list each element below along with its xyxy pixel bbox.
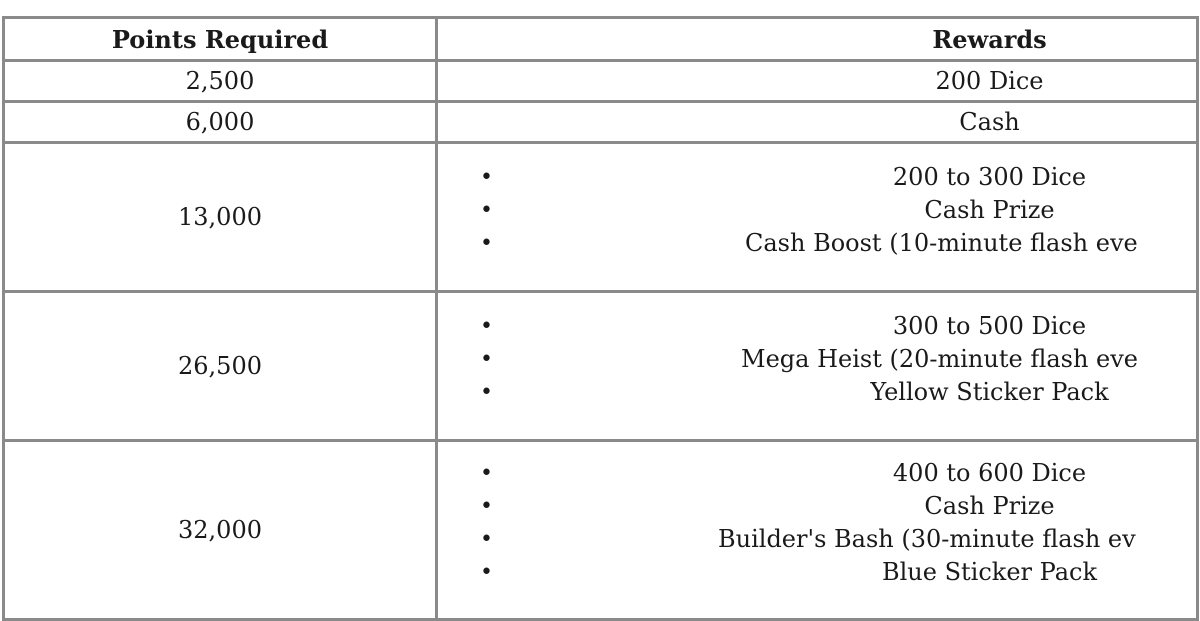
points-cell: 2,500 — [2, 59, 438, 103]
rewards-list: • 300 to 500 Dice • Mega Heist (20-minute … — [438, 310, 1196, 409]
table-row: 2,500 200 Dice — [2, 59, 1199, 103]
points-cell: 32,000 — [2, 439, 438, 621]
reward-text: Cash Prize — [924, 195, 1055, 224]
list-item: • Blue Sticker Pack — [438, 556, 1196, 589]
bullet-icon: • — [480, 230, 493, 256]
reward-text: 300 to 500 Dice — [892, 311, 1087, 340]
list-item: • Builder's Bash (30-minute flash ev — [438, 523, 1196, 556]
reward-text: 200 to 300 Dice — [892, 162, 1087, 191]
bullet-icon: • — [480, 313, 493, 339]
rewards-cell: • 400 to 600 Dice • Cash Prize • Builder's … — [435, 439, 1199, 621]
reward-text: Mega Heist (20-minute flash eve — [741, 344, 1138, 373]
list-item: • Cash Prize — [438, 194, 1196, 227]
header-rewards: Rewards — [435, 16, 1199, 62]
reward-text: Blue Sticker Pack — [881, 558, 1097, 586]
table-row: 32,000 • 400 to 600 Dice • Cash Prize • Bui… — [2, 439, 1199, 621]
bullet-icon: • — [480, 461, 493, 486]
header-row: Points Required Rewards — [2, 16, 1199, 62]
header-points-required: Points Required — [2, 16, 438, 62]
list-item: • Cash Boost (10-minute flash eve — [438, 227, 1196, 260]
bullet-icon: • — [480, 527, 493, 552]
bullet-icon: • — [480, 494, 493, 519]
rewards-table: Points Required Rewards 2,500 200 Dice 6… — [2, 16, 1199, 621]
points-cell: 6,000 — [2, 100, 438, 144]
bullet-icon: • — [480, 197, 493, 223]
table-row: 13,000 • 200 to 300 Dice • Cash Prize • Cas… — [2, 141, 1199, 293]
list-item: • Cash Prize — [438, 490, 1196, 523]
list-item: • 400 to 600 Dice — [438, 457, 1196, 490]
table-row: 6,000 Cash — [2, 100, 1199, 144]
bullet-icon: • — [480, 379, 493, 405]
list-item: • 300 to 500 Dice — [438, 310, 1196, 343]
points-cell: 26,500 — [2, 290, 438, 442]
reward-text: Builder's Bash (30-minute flash ev — [718, 525, 1136, 553]
bullet-icon: • — [480, 346, 493, 372]
list-item: • Mega Heist (20-minute flash eve — [438, 343, 1196, 376]
rewards-list: • 400 to 600 Dice • Cash Prize • Builder's … — [438, 457, 1196, 589]
reward-text: Cash Prize — [924, 492, 1055, 520]
list-item: • 200 to 300 Dice — [438, 161, 1196, 194]
points-cell: 13,000 — [2, 141, 438, 293]
reward-text: 400 to 600 Dice — [892, 459, 1087, 487]
rewards-cell: Cash — [435, 100, 1199, 144]
bullet-icon: • — [480, 560, 493, 585]
rewards-list: • 200 to 300 Dice • Cash Prize • Cash Boost… — [438, 161, 1196, 260]
bullet-icon: • — [480, 164, 493, 190]
table-row: 26,500 • 300 to 500 Dice • Mega Heist (20-… — [2, 290, 1199, 442]
rewards-cell: 200 Dice — [435, 59, 1199, 103]
reward-text: Cash Boost (10-minute flash eve — [745, 228, 1138, 257]
rewards-cell: • 300 to 500 Dice • Mega Heist (20-minute … — [435, 290, 1199, 442]
rewards-cell: • 200 to 300 Dice • Cash Prize • Cash Boost… — [435, 141, 1199, 293]
reward-text: Yellow Sticker Pack — [870, 377, 1109, 406]
list-item: • Yellow Sticker Pack — [438, 376, 1196, 409]
